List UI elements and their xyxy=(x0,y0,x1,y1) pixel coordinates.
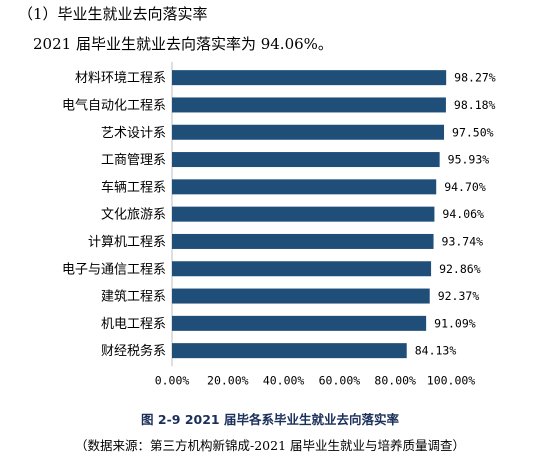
value-label: 93.74% xyxy=(442,234,484,248)
value-label: 84.13% xyxy=(415,344,457,358)
value-label: 94.70% xyxy=(444,180,486,194)
value-label: 92.37% xyxy=(438,289,480,303)
bar-chart: 材料环境工程系 98.27% 电气自动化工程系 98.18% 艺术设计系 97.50% 工商… xyxy=(62,62,496,387)
bar xyxy=(172,261,432,277)
value-label: 91.09% xyxy=(434,316,476,330)
x-tick-label: 20.00% xyxy=(207,373,249,387)
x-tick-label: 0.00% xyxy=(155,373,190,387)
value-label: 94.06% xyxy=(442,207,484,221)
category-label: 财经税务系 xyxy=(101,343,166,359)
bar xyxy=(172,70,447,86)
bar xyxy=(172,288,430,304)
bar xyxy=(172,315,427,331)
intro-text: 2021 届毕业生就业去向落实率为 94.06%。 xyxy=(33,35,333,53)
value-label: 92.86% xyxy=(439,262,481,276)
category-label: 机电工程系 xyxy=(101,317,166,332)
bar xyxy=(172,124,445,140)
figure-caption: 图 2-9 2021 届毕各系毕业生就业去向落实率 xyxy=(141,412,399,427)
category-label: 文化旅游系 xyxy=(101,208,166,223)
x-tick-label: 40.00% xyxy=(263,373,305,387)
x-tick-label: 100.00% xyxy=(427,373,476,387)
value-label: 98.27% xyxy=(454,71,496,85)
bar xyxy=(172,206,435,222)
x-tick-label: 60.00% xyxy=(319,373,361,387)
category-label: 电子与通信工程系 xyxy=(62,262,166,277)
bar xyxy=(172,152,440,168)
value-label: 98.18% xyxy=(454,98,496,112)
category-label: 电气自动化工程系 xyxy=(62,97,166,113)
value-label: 95.93% xyxy=(448,153,490,167)
category-label: 计算机工程系 xyxy=(88,235,166,250)
bar xyxy=(172,97,446,113)
category-label: 材料环境工程系 xyxy=(75,71,166,86)
value-label: 97.50% xyxy=(452,125,494,139)
source-note: （数据来源：第三方机构新锦成-2021 届毕业生就业与培养质量调查） xyxy=(74,438,465,453)
bar xyxy=(172,179,437,195)
category-label: 艺术设计系 xyxy=(101,126,166,141)
bar xyxy=(172,233,434,249)
x-tick-label: 80.00% xyxy=(374,373,416,387)
category-label: 建筑工程系 xyxy=(101,289,166,305)
bar xyxy=(172,343,407,359)
category-label: 工商管理系 xyxy=(101,153,166,168)
section-heading: （1）毕业生就业去向落实率 xyxy=(18,5,208,23)
category-label: 车辆工程系 xyxy=(101,179,166,195)
